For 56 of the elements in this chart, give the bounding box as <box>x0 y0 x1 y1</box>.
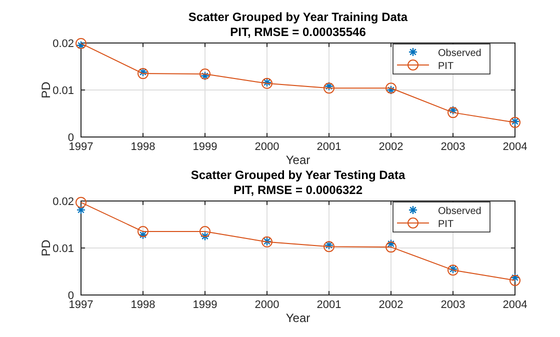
point <box>200 232 210 241</box>
x-tick-label: 2003 <box>440 299 466 311</box>
point <box>386 242 396 253</box>
y-tick-label: 0.02 <box>52 196 74 208</box>
point <box>138 226 148 238</box>
x-tick-label: 1998 <box>130 141 156 153</box>
x-axis-title: Year <box>286 153 310 167</box>
x-tick-label: 2001 <box>316 141 342 153</box>
legend-label: PIT <box>438 61 454 72</box>
point <box>138 230 148 240</box>
y-axis-title: PD <box>39 81 53 98</box>
x-tick-label: 1997 <box>68 141 94 153</box>
x-tick-label: 2002 <box>378 299 404 311</box>
chart-title: Scatter Grouped by Year Training Data <box>188 10 408 24</box>
chart-title: Scatter Grouped by Year Testing Data <box>190 168 406 182</box>
x-tick-label: 1999 <box>192 299 218 311</box>
x-tick-label: 2000 <box>254 141 280 153</box>
point <box>386 85 396 95</box>
point <box>76 196 86 208</box>
point <box>448 106 458 115</box>
x-tick-label: 1998 <box>130 299 156 311</box>
point <box>138 68 148 80</box>
point <box>324 240 334 250</box>
point <box>324 241 334 252</box>
legend-label: Observed <box>438 206 482 217</box>
y-tick-label: 0.01 <box>52 85 74 97</box>
point <box>138 68 148 77</box>
chart-subtitle: PIT, RMSE = 0.0006322 <box>233 183 363 197</box>
chart-subtitle: PIT, RMSE = 0.00035546 <box>230 25 366 39</box>
x-tick-label: 2002 <box>378 141 404 153</box>
point <box>448 107 458 118</box>
x-tick-label: 2004 <box>502 299 528 311</box>
point <box>76 38 86 49</box>
point <box>76 40 86 50</box>
x-tick-label: 1999 <box>192 141 218 153</box>
x-tick-label: 2003 <box>440 141 466 153</box>
x-axis-title: Year <box>286 311 310 325</box>
x-tick-label: 1997 <box>68 299 94 311</box>
point <box>324 82 334 94</box>
y-tick-label: 0.01 <box>52 243 74 255</box>
point <box>324 82 334 91</box>
x-tick-label: 2001 <box>316 299 342 311</box>
point <box>510 274 520 286</box>
point <box>510 273 520 282</box>
point <box>76 205 86 215</box>
x-tick-label: 2004 <box>502 141 528 153</box>
point <box>386 82 396 94</box>
point <box>200 71 210 80</box>
point <box>200 68 210 80</box>
x-tick-label: 2000 <box>254 299 280 311</box>
y-axis-title: PD <box>39 239 53 256</box>
point <box>386 239 396 248</box>
legend-label: PIT <box>438 219 454 230</box>
y-tick-label: 0.02 <box>52 38 74 50</box>
point <box>200 226 210 238</box>
legend-label: Observed <box>438 48 482 59</box>
